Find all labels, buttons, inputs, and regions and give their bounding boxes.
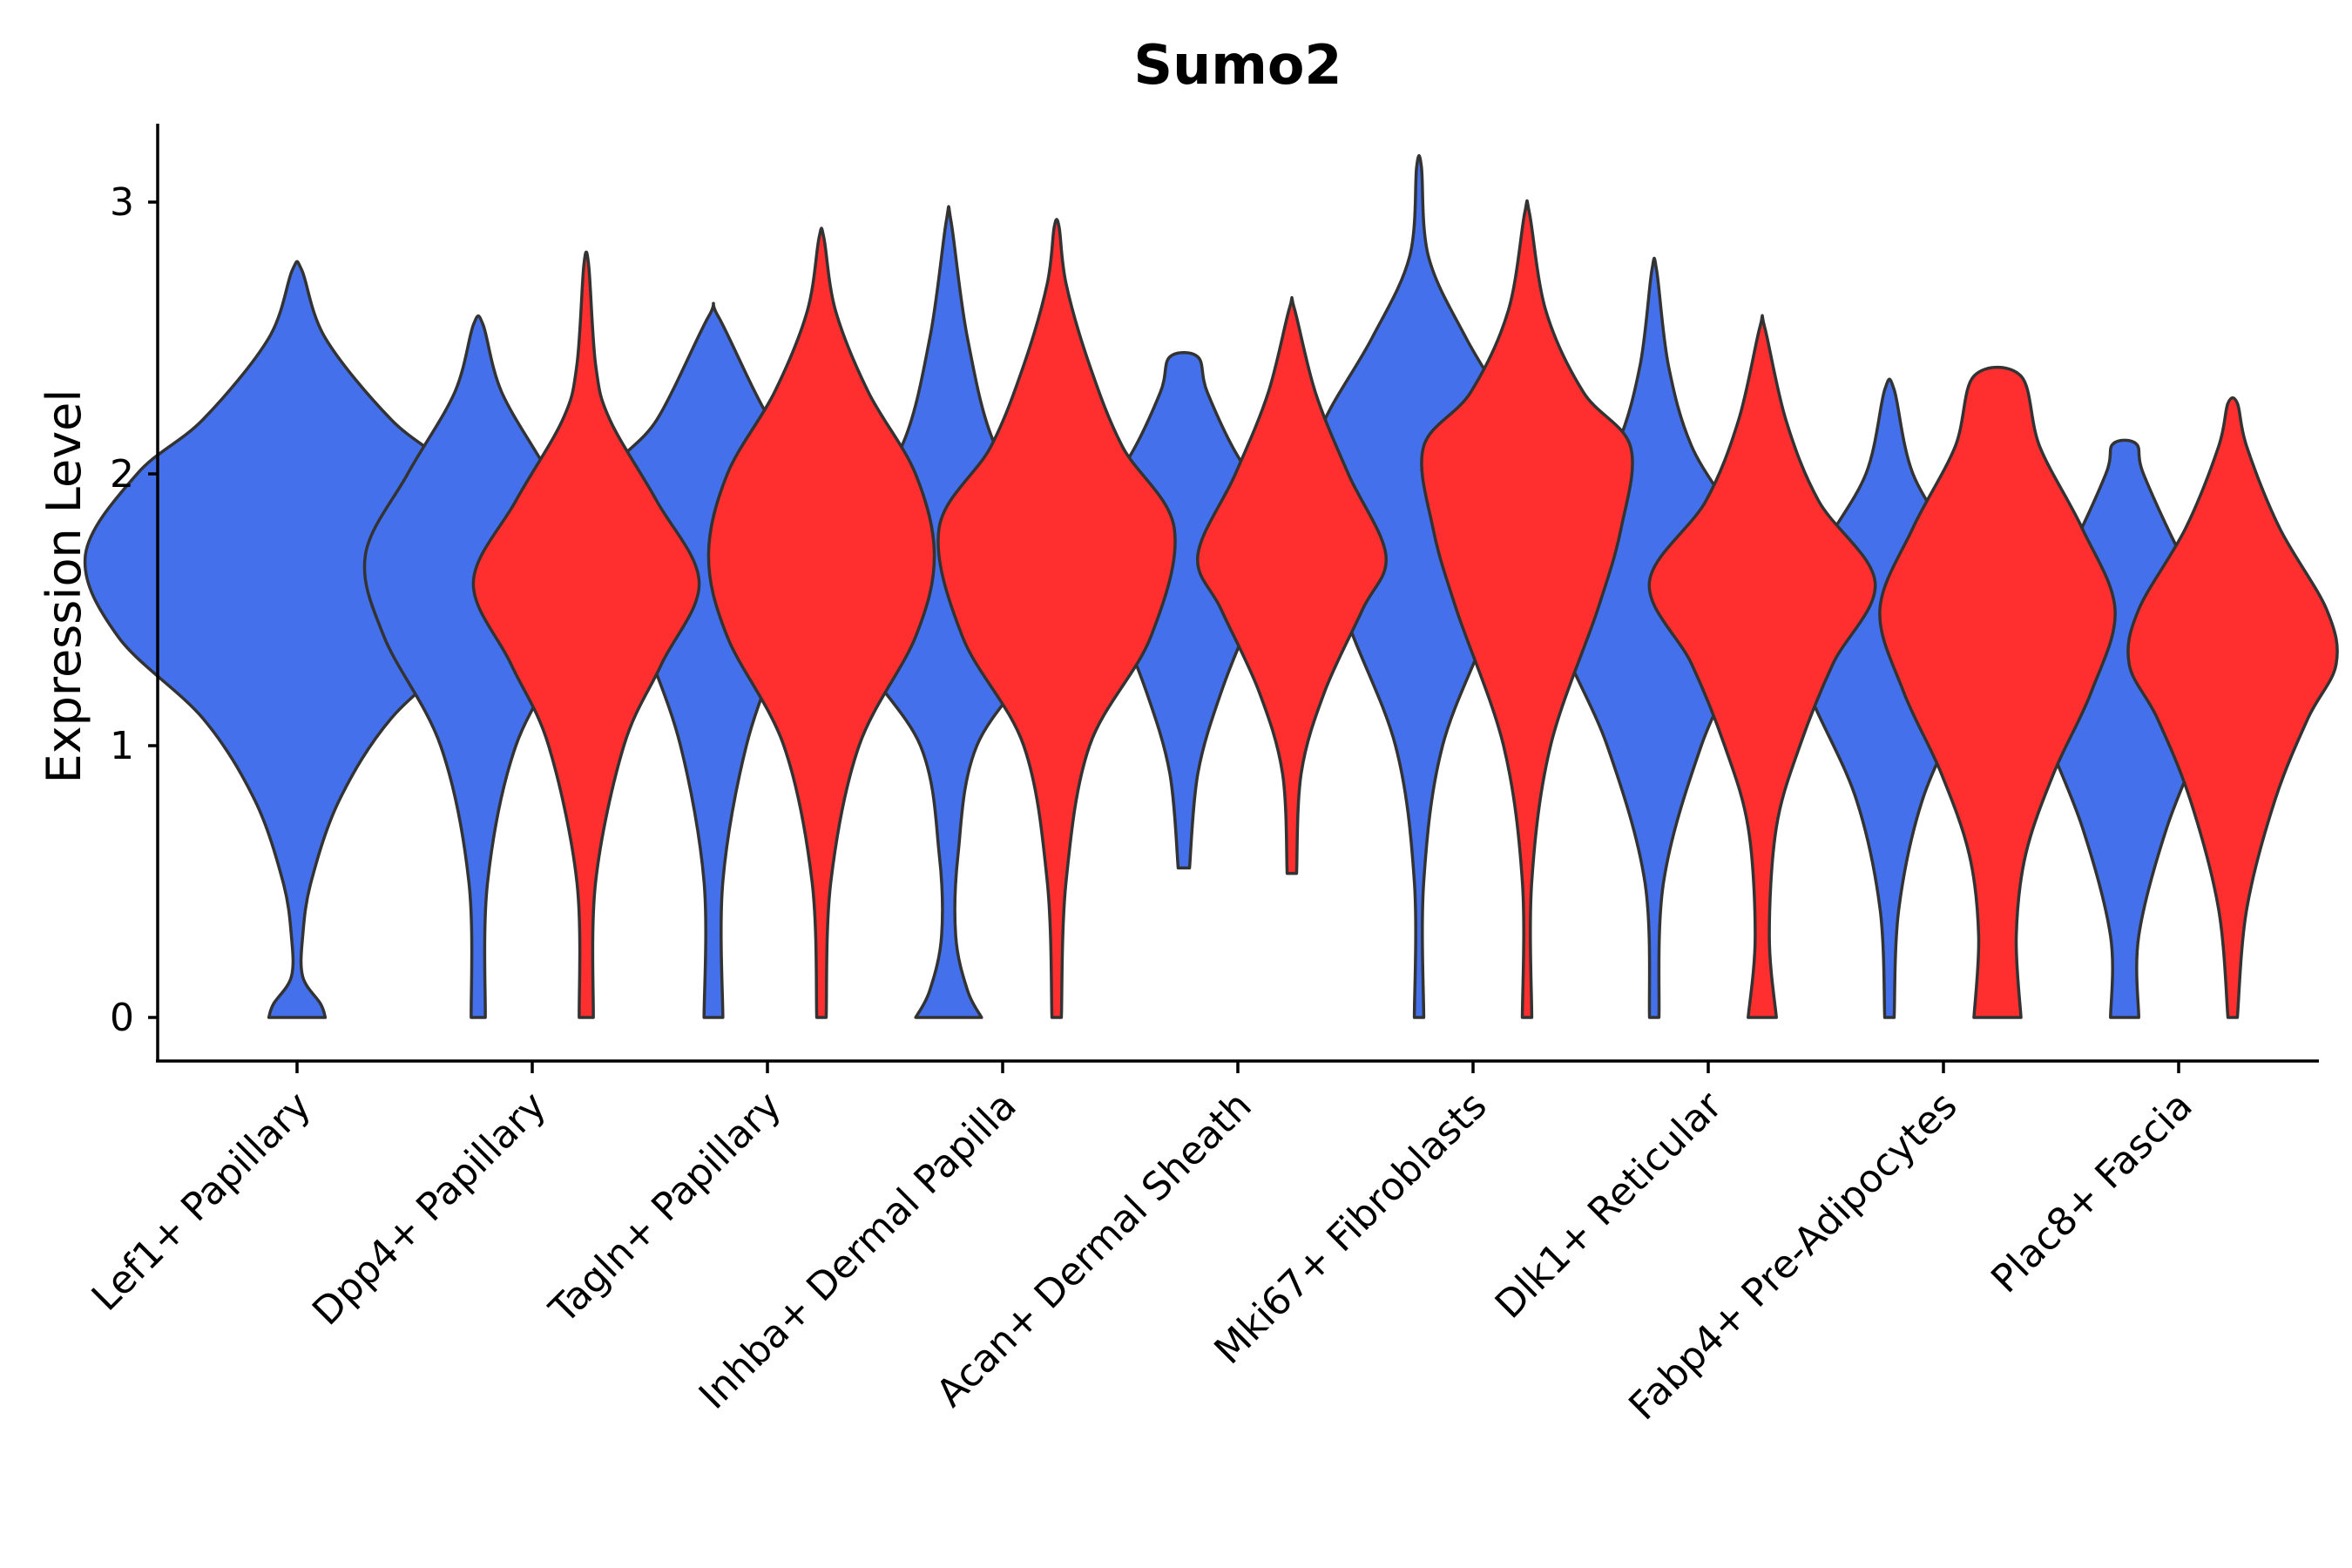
violin-blue-lef1-papillary <box>83 260 511 1019</box>
y-tick-label: 3 <box>110 180 134 225</box>
violin-red-mki67-fibroblasts <box>1420 199 1634 1019</box>
y-axis-label: Expression Level <box>37 389 91 784</box>
violin-red-plac8-fascia <box>2126 395 2339 1019</box>
x-tick-label-tagln-papillary: Tagln+ Papillary <box>541 1084 790 1333</box>
x-tick-label-mki67-fibroblasts: Mki67+ Fibroblasts <box>1206 1084 1495 1373</box>
x-tick-label-lef1-papillary: Lef1+ Papillary <box>84 1084 320 1320</box>
chart-title: Sumo2 <box>1133 33 1342 97</box>
violin-red-fabp4-pre-adipocytes <box>1878 365 2117 1019</box>
y-tick-label: 1 <box>110 724 134 768</box>
y-tick-label: 0 <box>110 996 134 1040</box>
violin-red-tagln-papillary <box>706 226 936 1019</box>
violin-layer <box>83 153 2339 1019</box>
violin-red-inhba-dermal-papilla <box>936 218 1177 1019</box>
violin-blue-mki67-fibroblasts <box>1308 153 1530 1019</box>
x-tick-label-dlk1-reticular: Dlk1+ Reticular <box>1487 1083 1732 1328</box>
y-tick-label: 2 <box>110 452 134 497</box>
violin-blue-inhba-dermal-papilla <box>837 205 1060 1019</box>
violin-red-dpp4-papillary <box>471 250 701 1019</box>
violin-red-acan-dermal-sheath <box>1196 295 1388 875</box>
x-tick-label-plac8-fascia: Plac8+ Fascia <box>1983 1084 2201 1302</box>
y-axis-ticks: 0 1 2 3 <box>110 180 158 1040</box>
violin-red-dlk1-reticular <box>1647 314 1877 1019</box>
x-tick-label-dpp4-papillary: Dpp4+ Papillary <box>304 1084 555 1335</box>
